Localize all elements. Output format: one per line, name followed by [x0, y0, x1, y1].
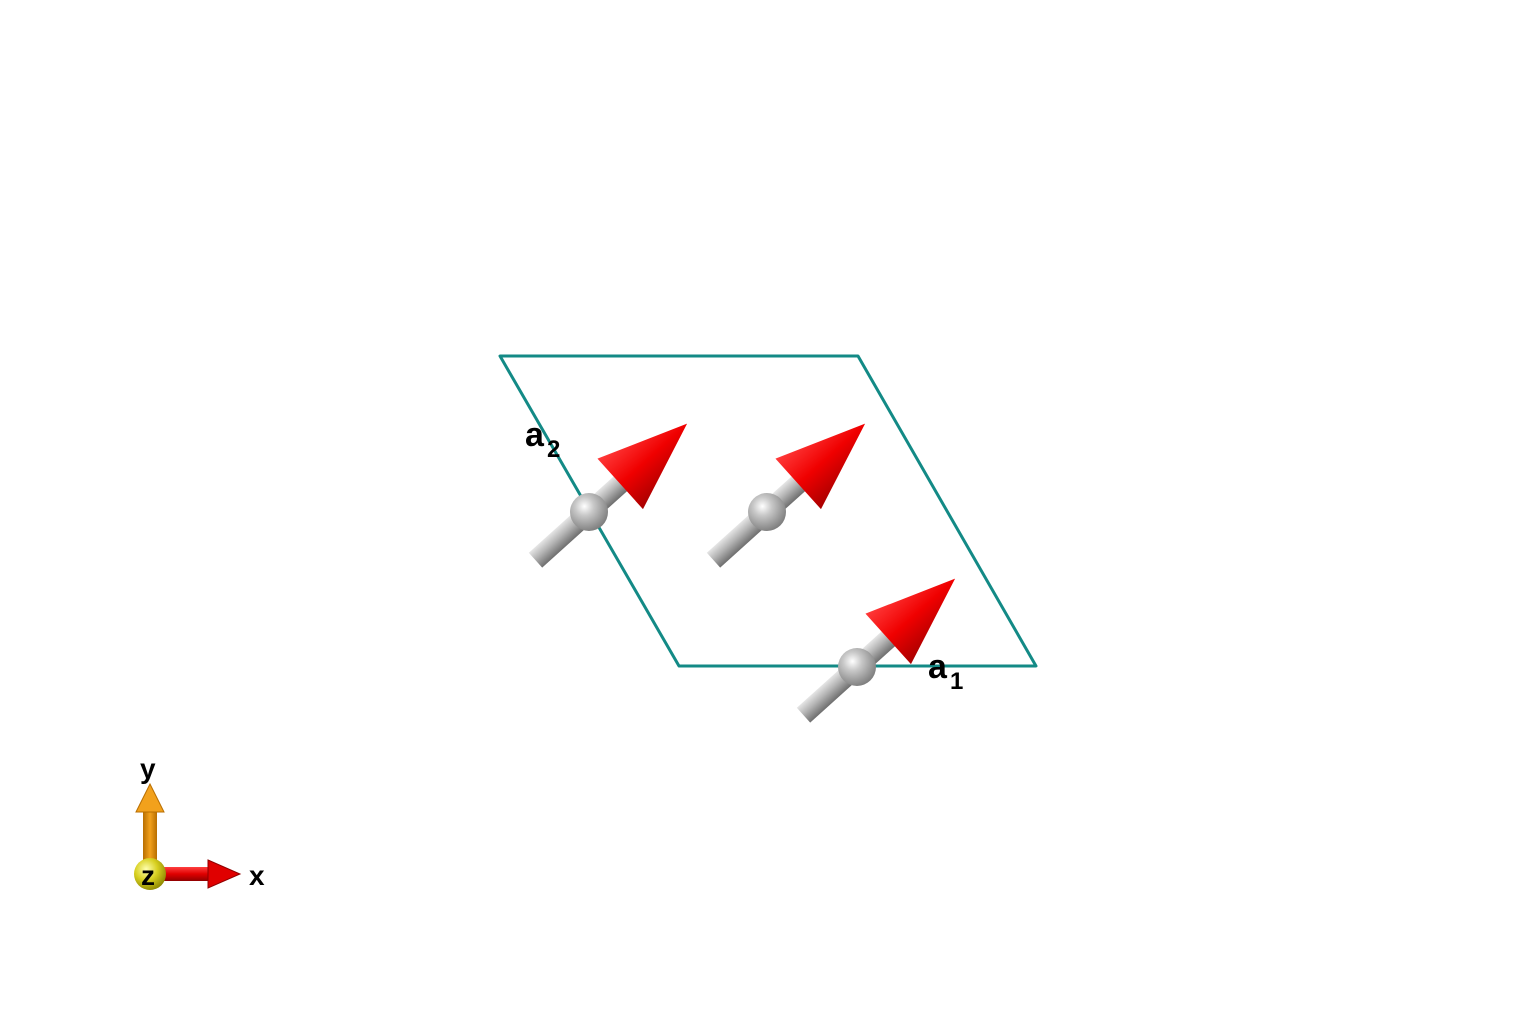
atom [838, 648, 876, 686]
x-axis-arrow-head [207, 859, 242, 889]
axis-triad: y x z [134, 753, 265, 891]
unit-cell-outline [498, 354, 1038, 668]
y-axis-label: y [140, 753, 156, 784]
label-subscript: 2 [547, 436, 560, 463]
spin-3 [796, 578, 956, 723]
spin-1 [528, 423, 688, 568]
y-axis-arrow-head [135, 782, 165, 813]
label-letter: a [525, 416, 545, 454]
label-letter: a [928, 648, 948, 686]
spin-arrow-head [775, 423, 866, 510]
atom [748, 493, 786, 531]
z-axis-label: z [141, 860, 155, 891]
lattice-label-a1: a 1 [928, 648, 963, 695]
spin-arrow-head [865, 578, 956, 665]
x-axis-label: x [249, 860, 265, 891]
spin-arrow-head [597, 423, 688, 510]
spin-2 [706, 423, 866, 568]
lattice-label-a2: a 2 [525, 416, 560, 463]
z-axis-ball [134, 858, 166, 890]
atom [570, 493, 608, 531]
x-axis-rod [152, 867, 212, 881]
y-axis-rod [143, 810, 157, 870]
label-subscript: 1 [950, 668, 963, 695]
